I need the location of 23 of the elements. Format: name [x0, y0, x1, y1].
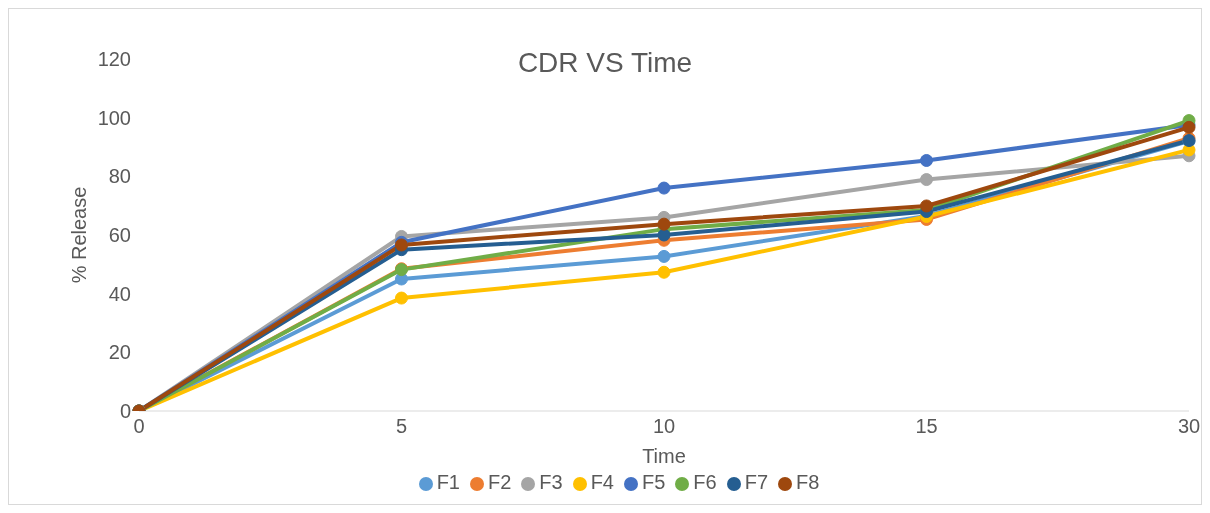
chart-title: CDR VS Time [517, 47, 693, 78]
x-tick-label: 30 [1177, 415, 1201, 438]
y-axis-title: % Release [68, 186, 91, 284]
x-tick-label: 0 [133, 415, 145, 438]
y-tick-label: 0 [119, 400, 131, 423]
legend-label: F1 [436, 471, 460, 493]
legend-label: F2 [487, 471, 512, 493]
y-tick-label: 120 [97, 48, 131, 71]
y-tick-label: 100 [97, 106, 131, 129]
legend-label: F4 [590, 471, 614, 493]
legend-label: F7 [744, 471, 769, 493]
x-tick-label: 5 [395, 415, 408, 438]
x-tick-label: 15 [915, 415, 938, 438]
y-tick-label: 80 [108, 165, 131, 188]
legend-label: F6 [693, 471, 717, 493]
y-tick-label: 60 [108, 224, 131, 247]
legend-label: F5 [642, 471, 666, 493]
y-tick-label: 40 [108, 282, 131, 305]
x-axis-title: Time [642, 445, 686, 467]
x-tick-label: 10 [652, 415, 676, 438]
legend-label: F3 [539, 471, 563, 493]
legend-label: F8 [796, 471, 820, 493]
y-tick-label: 20 [108, 341, 131, 364]
